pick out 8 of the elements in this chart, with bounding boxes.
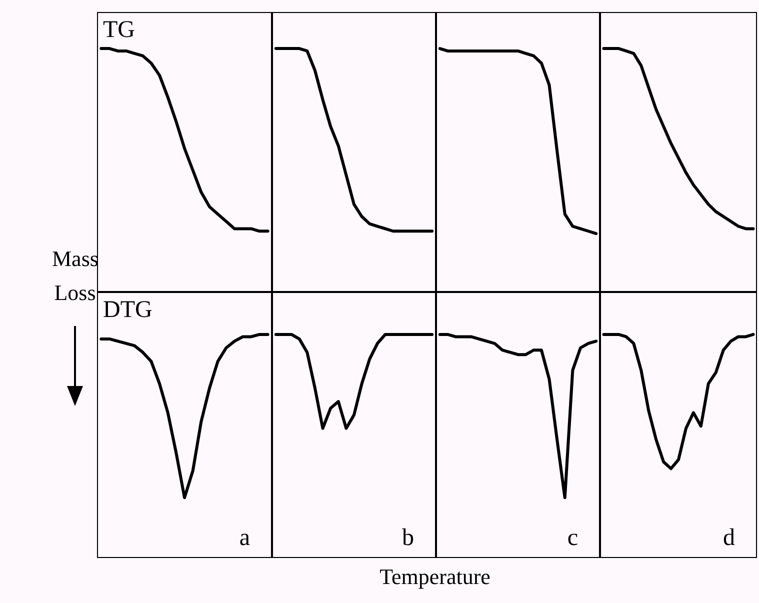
- annotation: d: [723, 525, 735, 551]
- chart-title: DTG: [103, 297, 152, 323]
- annotation: c: [567, 525, 578, 551]
- x-axis-title: Temperature: [378, 564, 492, 590]
- annotation: b: [402, 525, 414, 551]
- annotation: a: [239, 525, 250, 551]
- y-axis-title: Mass Loss: [52, 245, 98, 307]
- chart-title: TG: [103, 17, 135, 43]
